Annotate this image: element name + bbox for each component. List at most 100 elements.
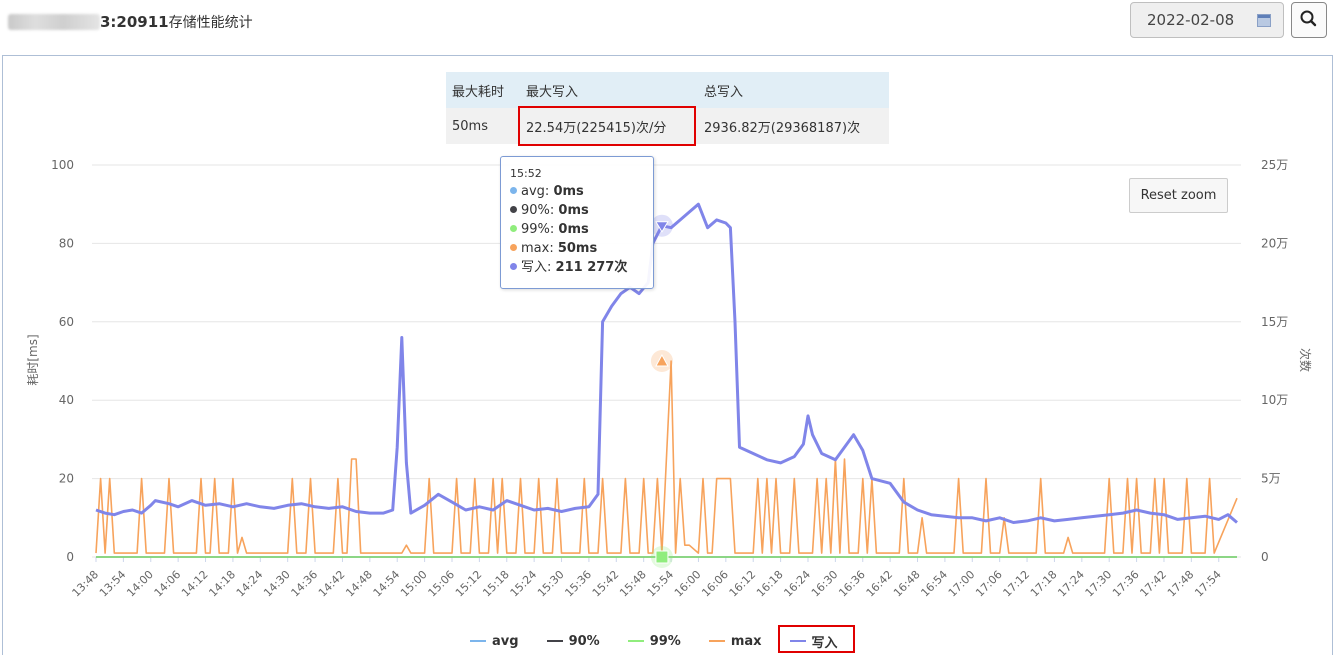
y-tick-right-label: 15万 bbox=[1261, 315, 1288, 329]
legend-label-max: max bbox=[730, 633, 762, 649]
y-axis-right-label: 次数 bbox=[1298, 348, 1313, 372]
y-tick-left-label: 80 bbox=[59, 236, 74, 250]
tooltip-name-max: max bbox=[521, 241, 550, 256]
y-tick-left-label: 0 bbox=[66, 550, 74, 564]
tooltip-value-p90: 0ms bbox=[558, 203, 589, 218]
x-tick-label: 17:24 bbox=[1055, 568, 1087, 600]
tooltip-row-avg: avg: 0ms bbox=[510, 182, 653, 201]
x-tick-label: 14:42 bbox=[316, 568, 348, 600]
y-tick-right-label: 0 bbox=[1261, 550, 1269, 564]
legend-item-p99[interactable]: 99% bbox=[627, 633, 681, 649]
x-tick-label: 15:36 bbox=[562, 568, 594, 600]
x-tick-label: 14:30 bbox=[261, 568, 293, 600]
tooltip-row-p90: 90%: 0ms bbox=[510, 201, 653, 220]
stats-value-max-latency: 50ms bbox=[446, 108, 519, 144]
x-tick-label: 17:00 bbox=[946, 568, 978, 600]
x-tick-label: 15:42 bbox=[590, 568, 622, 600]
tooltip-row-p99: 99%: 0ms bbox=[510, 220, 653, 239]
tooltip-name-p99: 99% bbox=[521, 222, 550, 237]
y-tick-right-label: 25万 bbox=[1261, 158, 1288, 172]
hover-markers bbox=[650, 214, 673, 568]
x-tick-label: 16:48 bbox=[891, 568, 923, 600]
right-axis-ticks: 0 5万 10万 15万 20万 25万 bbox=[1261, 158, 1288, 564]
x-tick-label: 16:18 bbox=[754, 568, 786, 600]
tooltip-name-p90: 90% bbox=[521, 203, 550, 218]
calendar-icon[interactable] bbox=[1257, 14, 1271, 27]
legend-item-max[interactable]: max bbox=[708, 633, 762, 649]
y-tick-right-label: 10万 bbox=[1261, 393, 1288, 407]
legend-label-p99: 99% bbox=[649, 633, 681, 649]
x-tick-label: 17:30 bbox=[1083, 568, 1115, 600]
x-tick-label: 14:06 bbox=[152, 568, 184, 600]
tooltip-dot-p99 bbox=[510, 225, 517, 232]
x-tick-label: 15:12 bbox=[453, 568, 485, 600]
legend-swatch-avg bbox=[470, 640, 486, 642]
x-tick-label: 16:12 bbox=[727, 568, 759, 600]
x-tick-label: 16:42 bbox=[864, 568, 896, 600]
search-icon bbox=[1300, 10, 1317, 27]
x-tick-label: 14:24 bbox=[234, 568, 266, 600]
series-line-max bbox=[95, 360, 1238, 554]
x-axis-ticks: 13:4813:5414:0014:0614:1214:1814:2414:30… bbox=[70, 557, 1224, 600]
y-tick-right-label: 20万 bbox=[1261, 236, 1288, 250]
legend-label-write: 写入 bbox=[811, 635, 838, 651]
x-tick-label: 17:36 bbox=[1110, 568, 1142, 600]
x-tick-label: 15:30 bbox=[535, 568, 567, 600]
legend-label-avg: avg bbox=[492, 633, 519, 649]
y-tick-left-label: 60 bbox=[59, 315, 74, 329]
x-tick-label: 15:06 bbox=[426, 568, 458, 600]
stats-header-total-write: 总写入 bbox=[697, 72, 889, 108]
chart-tooltip: 15:52 avg: 0ms 90%: 0ms 99%: 0ms max: 50… bbox=[500, 156, 654, 289]
chart-panel bbox=[2, 55, 1333, 655]
reset-zoom-button[interactable]: Reset zoom bbox=[1129, 178, 1228, 213]
legend-item-write[interactable]: 写入 bbox=[777, 624, 855, 653]
stats-value-total-write: 2936.82万(29368187)次 bbox=[697, 108, 889, 144]
y-tick-left-label: 40 bbox=[59, 393, 74, 407]
x-tick-label: 17:48 bbox=[1165, 568, 1197, 600]
chart-legend: avg 90% 99% max 写入 bbox=[470, 624, 866, 653]
x-tick-label: 17:18 bbox=[1028, 568, 1060, 600]
legend-item-p90[interactable]: 90% bbox=[546, 634, 600, 649]
y-tick-left-label: 20 bbox=[59, 472, 74, 486]
x-tick-label: 15:54 bbox=[645, 568, 677, 600]
x-tick-label: 17:06 bbox=[973, 568, 1005, 600]
tooltip-dot-max bbox=[510, 244, 517, 251]
x-tick-label: 15:18 bbox=[480, 568, 512, 600]
tooltip-dot-avg bbox=[510, 187, 517, 194]
x-tick-label: 16:24 bbox=[781, 568, 813, 600]
tooltip-name-avg: avg bbox=[521, 184, 545, 199]
x-tick-label: 15:00 bbox=[398, 568, 430, 600]
marker-write bbox=[655, 221, 669, 233]
page-title: 3:20911 存储性能统计 bbox=[8, 10, 253, 34]
tooltip-value-p99: 0ms bbox=[558, 222, 589, 237]
stats-table: 最大耗时 最大写入 总写入 50ms 22.54万(225415)次/分 293… bbox=[446, 72, 889, 144]
left-axis-ticks: 0 20 40 60 80 100 bbox=[51, 158, 74, 564]
y-tick-left-label: 100 bbox=[51, 158, 74, 172]
tooltip-dot-p90 bbox=[510, 206, 517, 213]
legend-swatch-write bbox=[789, 640, 806, 642]
tooltip-value-avg: 0ms bbox=[553, 184, 584, 199]
x-tick-label: 16:00 bbox=[672, 568, 704, 600]
legend-swatch-p90 bbox=[546, 640, 563, 642]
highlight-box-max-write bbox=[518, 106, 696, 146]
stats-header-max-latency: 最大耗时 bbox=[446, 72, 519, 108]
tooltip-value-max: 50ms bbox=[557, 241, 598, 256]
x-tick-label: 14:18 bbox=[206, 568, 238, 600]
x-tick-label: 15:24 bbox=[508, 568, 540, 600]
y-tick-right-label: 5万 bbox=[1261, 472, 1281, 486]
tooltip-name-write: 写入 bbox=[521, 260, 548, 275]
x-tick-label: 14:36 bbox=[289, 568, 321, 600]
legend-item-avg[interactable]: avg bbox=[470, 634, 519, 649]
date-input[interactable]: 2022-02-08 bbox=[1130, 2, 1284, 38]
page-header: 3:20911 存储性能统计 2022-02-08 bbox=[0, 0, 1335, 52]
tooltip-row-write: 写入: 211 277次 bbox=[510, 258, 653, 277]
stats-header-max-write: 最大写入 bbox=[519, 72, 697, 108]
series-line-write bbox=[95, 202, 1238, 524]
redacted-host bbox=[8, 14, 100, 30]
stats-value-max-write: 22.54万(225415)次/分 bbox=[519, 108, 697, 144]
date-value: 2022-02-08 bbox=[1147, 11, 1235, 29]
x-tick-label: 14:54 bbox=[371, 568, 403, 600]
search-button[interactable] bbox=[1291, 2, 1327, 38]
x-tick-label: 16:36 bbox=[836, 568, 868, 600]
